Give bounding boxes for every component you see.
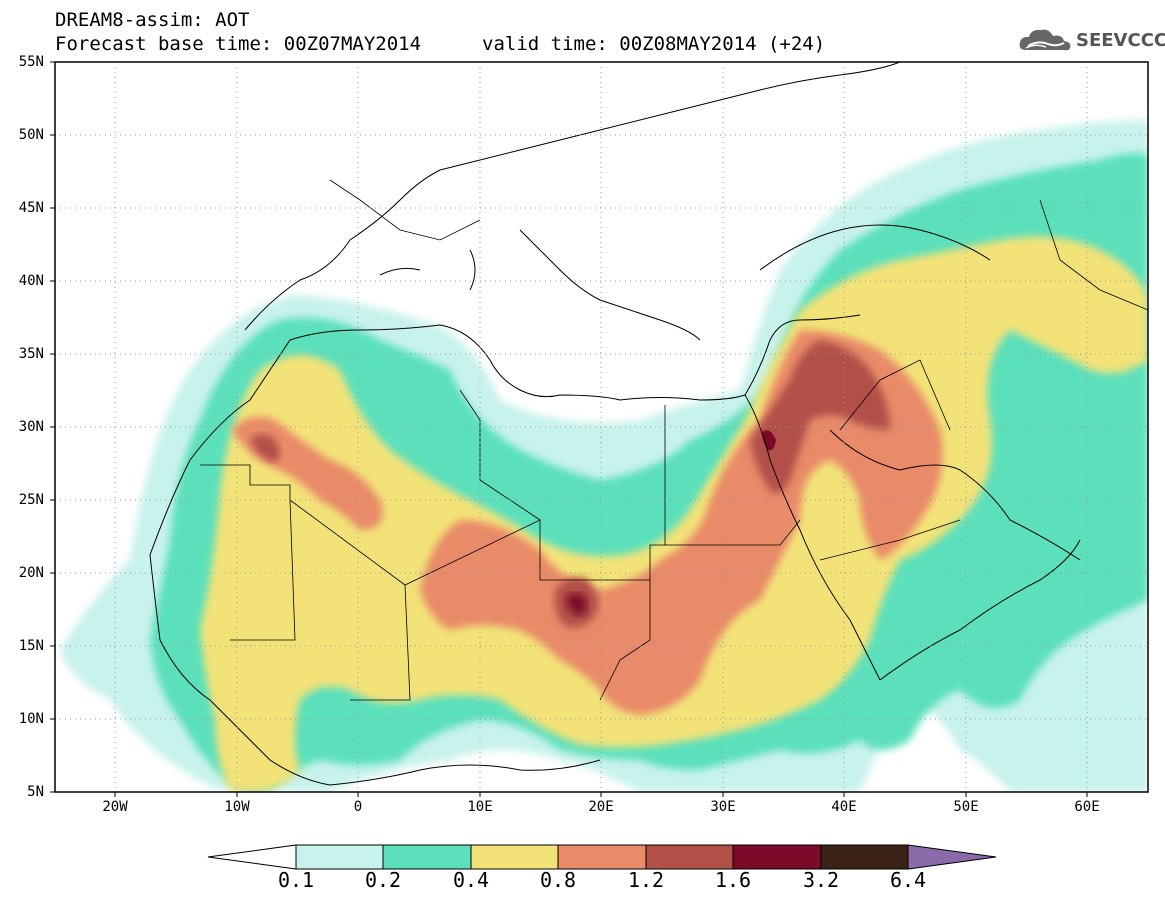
coastlines <box>149 62 1081 786</box>
colorbar-bin-3.2-6.4 <box>820 844 909 870</box>
lat-label-15n: 15N <box>18 638 44 654</box>
lat-label-55n: 55N <box>18 54 44 70</box>
aot-contours <box>60 120 1148 792</box>
valid-time: valid time: 00Z08MAY2014 (+24) <box>482 33 826 55</box>
colorbar-over-arrow <box>907 844 997 870</box>
colorbar-bin-0.2-0.4 <box>382 844 472 870</box>
colorbar-under-arrow <box>207 844 297 870</box>
lon-label-30e: 30E <box>710 799 736 815</box>
colorbar-bin-1.6-3.2 <box>732 844 822 870</box>
aot-level-0.8-sahel <box>420 330 943 715</box>
colorbar-bin-1.2-1.6 <box>645 844 734 870</box>
gridlines <box>55 62 1148 792</box>
lon-label-40e: 40E <box>831 799 857 815</box>
colorbar-bin-0.1-0.2 <box>295 844 384 870</box>
colorbar-label-0.1: 0.1 <box>277 868 315 892</box>
axis-ticks <box>50 61 1088 797</box>
lon-label-50e: 50E <box>953 799 979 815</box>
lat-label-10n: 10N <box>18 711 44 727</box>
colorbar-label-0.2: 0.2 <box>364 868 402 892</box>
aot-level-1.6 <box>565 593 587 616</box>
colorbar-label-3.2: 3.2 <box>802 868 840 892</box>
borders <box>200 179 1148 701</box>
aot-level-1.2-morocco <box>250 434 280 462</box>
colorbar-label-1.6: 1.6 <box>714 868 752 892</box>
colorbar-bin-0.4-0.8 <box>470 844 559 870</box>
logo-text: SEEVCCC <box>1076 30 1165 51</box>
aot-level-1.2-arabia <box>750 340 890 494</box>
lat-label-40n: 40N <box>18 273 44 289</box>
lon-label-0: 0 <box>353 799 363 815</box>
aot-level-0.4 <box>200 236 1148 792</box>
cloud-icon <box>1019 29 1071 51</box>
colorbar-label-1.2: 1.2 <box>627 868 665 892</box>
lon-label-60e: 60E <box>1074 799 1100 815</box>
lat-label-45n: 45N <box>18 200 44 216</box>
lat-label-5n: 5N <box>27 784 44 800</box>
colorbar-label-6.4: 6.4 <box>889 868 927 892</box>
lat-label-50n: 50N <box>18 127 44 143</box>
lon-label-20w: 20W <box>102 799 128 815</box>
lat-label-35n: 35N <box>18 346 44 362</box>
colorbar <box>207 844 997 870</box>
lat-label-30n: 30N <box>18 419 44 435</box>
forecast-base-time: Forecast base time: 00Z07MAY2014 <box>55 33 422 55</box>
colorbar-bin-0.8-1.2 <box>557 844 647 870</box>
colorbar-label-0.8: 0.8 <box>539 868 577 892</box>
map-title: DREAM8-assim: AOT <box>55 9 250 31</box>
lat-label-20n: 20N <box>18 565 44 581</box>
lon-label-20e: 20E <box>588 799 614 815</box>
colorbar-label-0.4: 0.4 <box>452 868 490 892</box>
lat-label-25n: 25N <box>18 492 44 508</box>
seevccc-logo: SEEVCCC <box>1018 26 1165 54</box>
lon-label-10e: 10E <box>467 799 493 815</box>
lon-label-10w: 10W <box>224 799 250 815</box>
